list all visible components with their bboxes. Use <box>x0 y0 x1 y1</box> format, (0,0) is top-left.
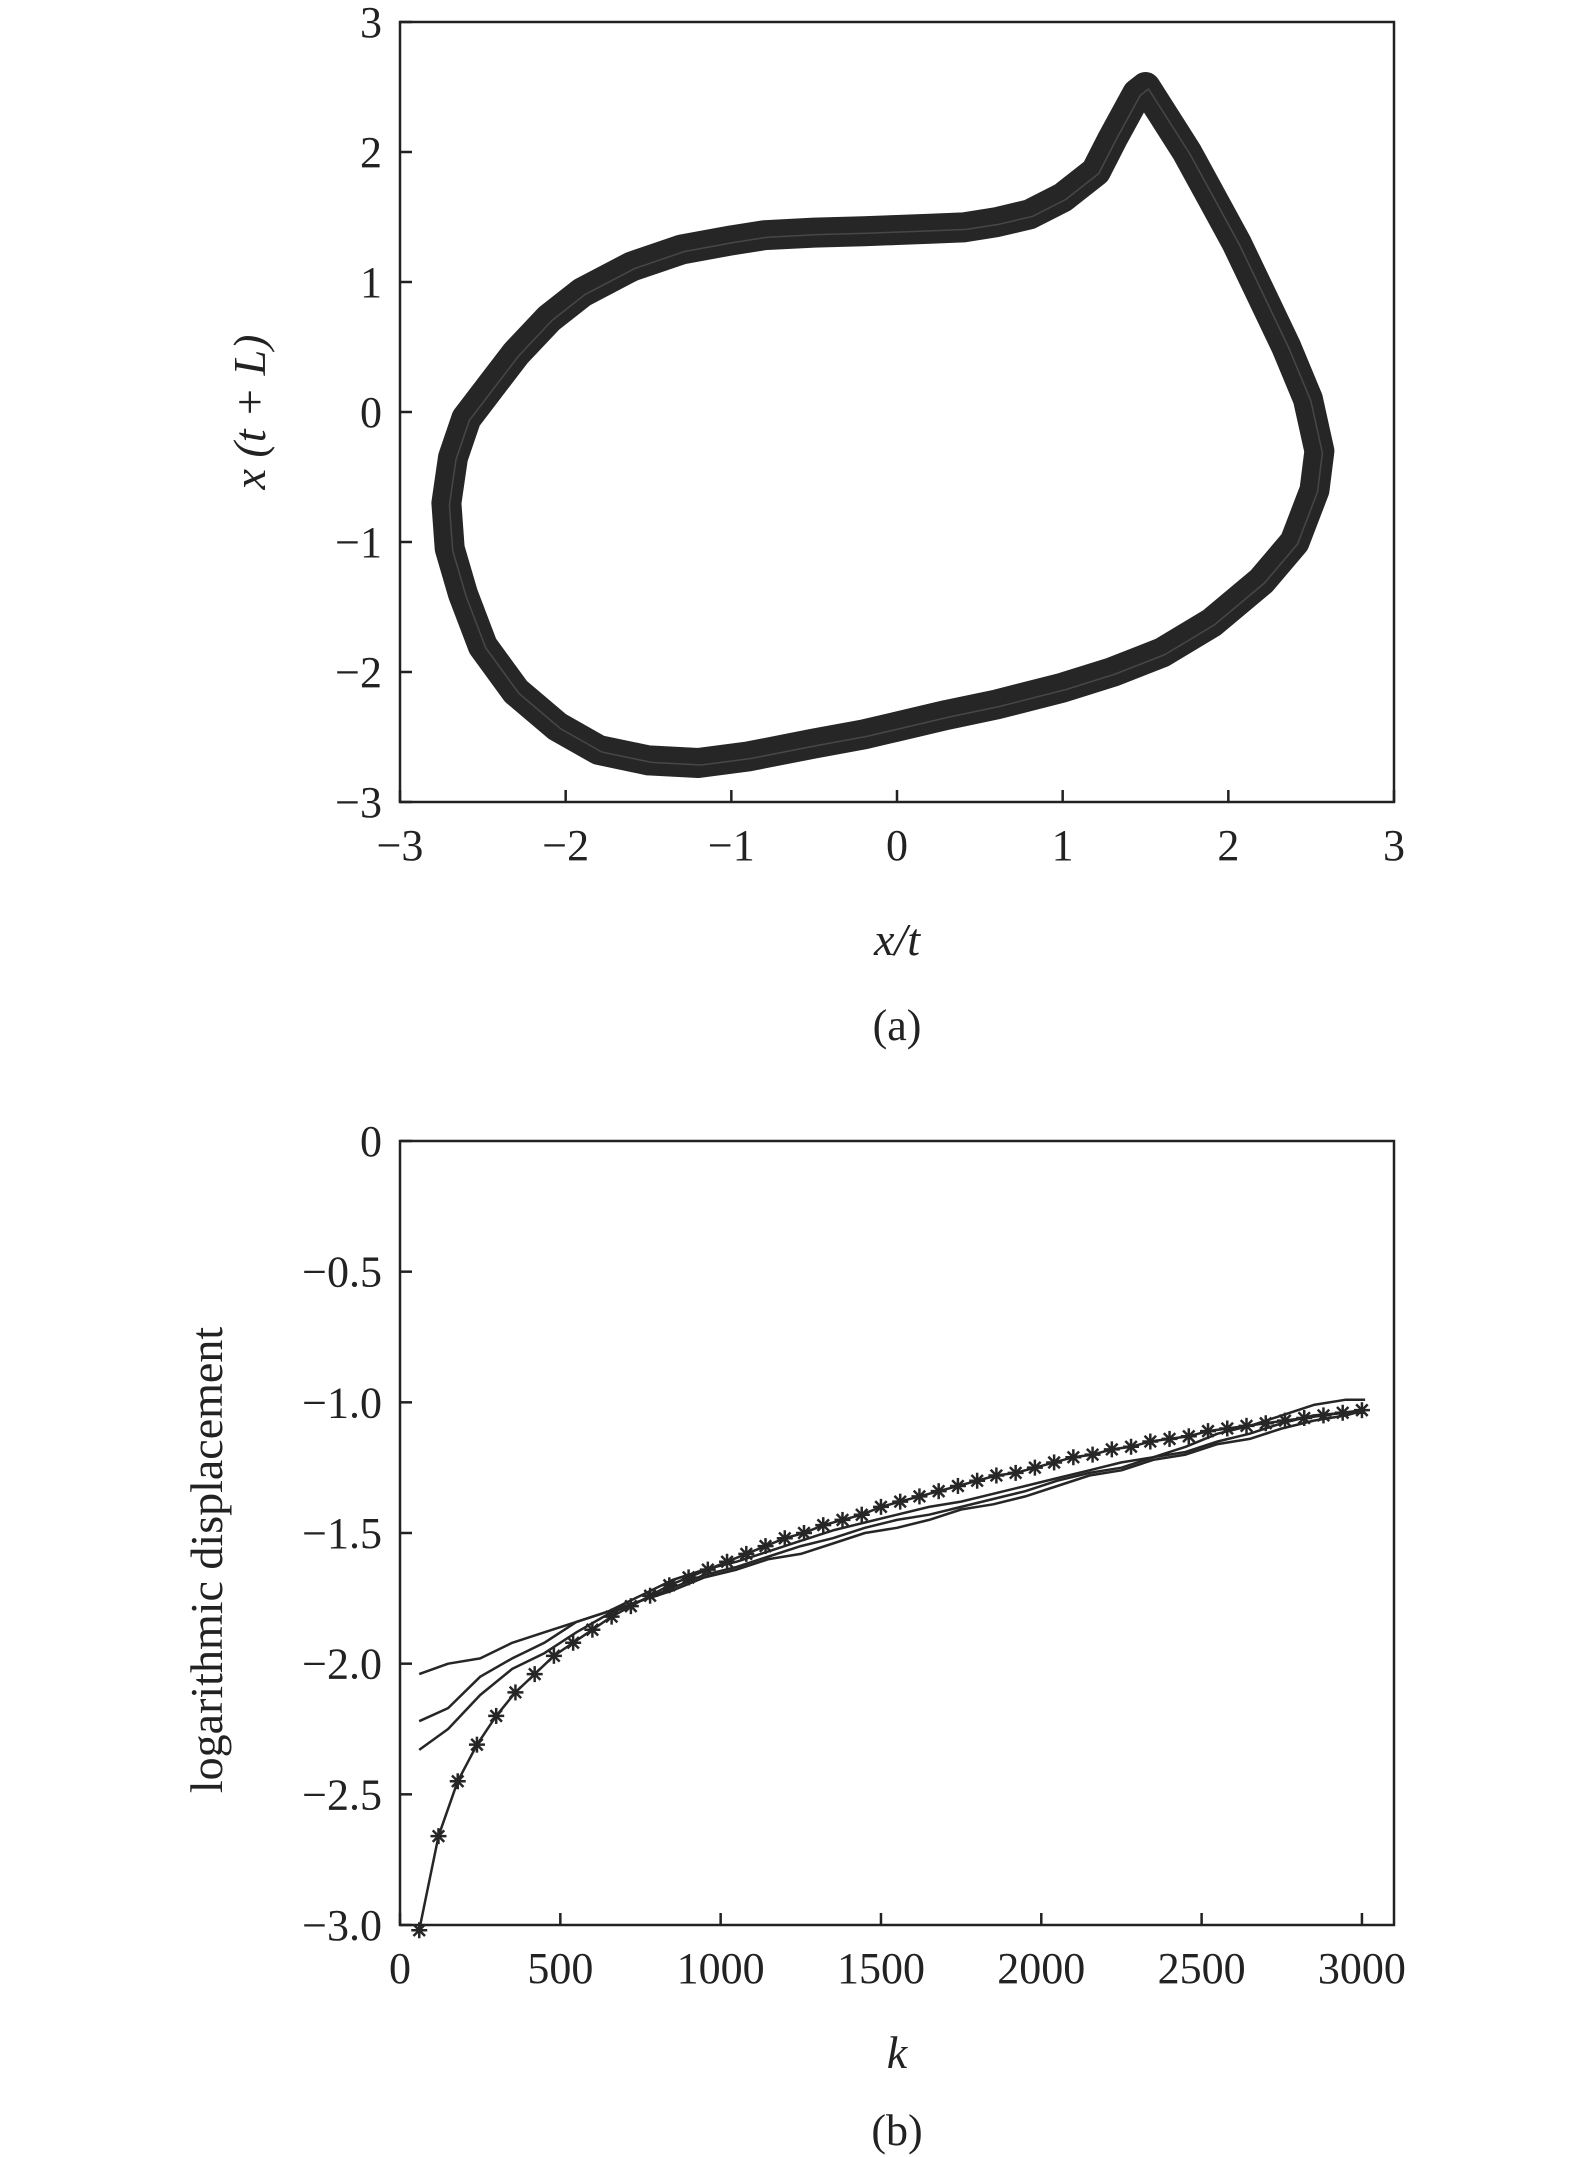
panel-b-log-displacement: 0 500 1000 1500 2000 2500 3000 0 −0.5 −1.0 −1.5 −2.… <box>181 1117 1406 2155</box>
x-tick-label: −3 <box>377 821 424 870</box>
panel-a-phase-portrait: −3 −2 −1 0 1 2 3 −3 −2 −1 0 1 2 3 x/t x (t + L) (a) <box>224 0 1405 1050</box>
y-tick-label: −2.5 <box>302 1770 382 1819</box>
panel-b-label: (b) <box>871 2106 922 2155</box>
series-line-2 <box>418 1411 1366 1723</box>
data-point-marker <box>796 1525 813 1541</box>
x-tick-label: 1000 <box>677 1944 765 1993</box>
data-point-marker <box>930 1483 947 1500</box>
series-line-3 <box>418 1408 1366 1751</box>
data-point-marker <box>565 1634 582 1651</box>
panel-a-plot-frame <box>398 20 1396 804</box>
data-point-marker <box>1007 1464 1024 1481</box>
y-tick-label: 0 <box>360 1117 382 1166</box>
data-point-marker <box>449 1773 466 1790</box>
data-point-marker <box>776 1530 793 1547</box>
panel-b-x-axis-title: k <box>887 2027 909 2078</box>
data-point-marker <box>430 1828 447 1845</box>
y-tick-label: −0.5 <box>302 1248 382 1297</box>
data-point-marker <box>911 1488 928 1505</box>
panel-a-x-axis-title: x/t <box>873 914 921 965</box>
y-tick-label: 0 <box>360 388 382 437</box>
x-tick-label: 0 <box>389 1944 411 1993</box>
y-tick-label: −1 <box>335 518 382 567</box>
trajectory-line <box>448 88 1324 766</box>
panel-a-label: (a) <box>873 1001 922 1050</box>
data-point-marker <box>892 1493 909 1510</box>
data-point-marker <box>1123 1438 1140 1455</box>
data-point-marker <box>949 1477 966 1494</box>
panel-b-plot-frame <box>398 1139 1396 1927</box>
data-point-marker <box>1084 1446 1101 1463</box>
data-point-marker <box>969 1472 986 1489</box>
data-point-marker <box>545 1647 562 1664</box>
x-tick-label: 500 <box>527 1944 593 1993</box>
x-tick-label: −1 <box>708 821 755 870</box>
data-point-marker <box>1103 1441 1120 1458</box>
y-tick-label: 3 <box>360 0 382 47</box>
x-tick-label: 1500 <box>837 1944 925 1993</box>
data-point-marker <box>872 1498 889 1515</box>
x-tick-label: 0 <box>886 821 908 870</box>
x-tick-label: 3 <box>1383 821 1405 870</box>
y-tick-label: −3 <box>335 778 382 827</box>
y-tick-label: 1 <box>360 258 382 307</box>
data-point-marker <box>1026 1459 1043 1476</box>
data-point-marker <box>468 1736 485 1753</box>
x-tick-label: 3000 <box>1318 1944 1406 1993</box>
data-point-marker <box>853 1506 870 1523</box>
data-point-marker <box>1219 1420 1236 1437</box>
data-point-marker <box>507 1684 524 1701</box>
panel-a-y-axis-title: x (t + L) <box>224 335 275 491</box>
x-tick-label: 2 <box>1217 821 1239 870</box>
x-tick-label: 2500 <box>1158 1944 1246 1993</box>
data-point-marker <box>488 1707 505 1724</box>
y-tick-label: −2 <box>335 648 382 697</box>
data-point-marker <box>411 1922 428 1939</box>
y-tick-label: 2 <box>360 128 382 177</box>
panel-b-data-layer <box>411 1398 1370 1939</box>
panel-a-axes: −3 −2 −1 0 1 2 3 −3 −2 −1 0 1 2 3 <box>335 0 1405 870</box>
series-line-0 <box>417 1408 1363 1931</box>
data-point-marker <box>815 1517 832 1534</box>
x-tick-label: 1 <box>1052 821 1074 870</box>
y-tick-label: −1.0 <box>302 1378 382 1427</box>
trajectory-band <box>431 72 1335 778</box>
panel-a-data-layer <box>431 72 1335 778</box>
data-point-marker <box>526 1666 543 1683</box>
data-point-marker <box>834 1511 851 1528</box>
data-point-marker <box>988 1467 1005 1484</box>
data-point-marker <box>1161 1430 1178 1447</box>
x-tick-label: −2 <box>542 821 589 870</box>
x-tick-label: 2000 <box>997 1944 1085 1993</box>
data-point-marker <box>1180 1428 1197 1445</box>
data-point-marker <box>1142 1433 1159 1450</box>
panel-b-axes: 0 500 1000 1500 2000 2500 3000 0 −0.5 −1.0 −1.5 −2.… <box>302 1117 1406 1993</box>
y-tick-label: −3.0 <box>302 1901 382 1950</box>
data-point-marker <box>1046 1454 1063 1471</box>
data-point-marker <box>1065 1449 1082 1466</box>
y-tick-label: −1.5 <box>302 1509 382 1558</box>
panel-b-y-axis-title: logarithmic displacement <box>181 1327 232 1793</box>
y-tick-label: −2.0 <box>302 1640 382 1689</box>
